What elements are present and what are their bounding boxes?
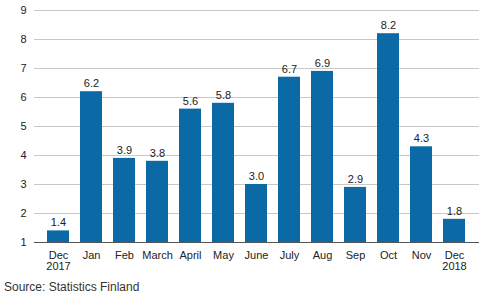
svg-text:4.3: 4.3 [414,132,429,144]
svg-text:3.0: 3.0 [249,170,264,182]
svg-text:2: 2 [20,207,26,219]
svg-text:7: 7 [20,62,26,74]
svg-text:2.9: 2.9 [348,173,363,185]
svg-text:5.6: 5.6 [183,95,198,107]
svg-text:March: March [142,249,173,261]
svg-text:1.4: 1.4 [51,216,66,228]
svg-text:9: 9 [20,4,26,16]
svg-text:Dec2017: Dec2017 [46,249,70,272]
svg-text:5.8: 5.8 [216,89,231,101]
svg-text:June: June [245,249,269,261]
svg-text:5: 5 [20,120,26,132]
svg-text:8: 8 [20,33,26,45]
svg-text:6.2: 6.2 [84,77,99,89]
svg-text:6.9: 6.9 [315,57,330,69]
svg-text:6: 6 [20,91,26,103]
svg-text:4: 4 [20,149,26,161]
svg-text:Sep: Sep [346,249,366,261]
svg-text:1: 1 [20,236,26,248]
svg-text:1.8: 1.8 [447,205,462,217]
svg-text:Nov: Nov [412,249,432,261]
svg-text:3.8: 3.8 [150,147,165,159]
svg-text:3: 3 [20,178,26,190]
svg-text:Feb: Feb [115,249,134,261]
svg-text:Jan: Jan [83,249,101,261]
svg-text:3.9: 3.9 [117,144,132,156]
svg-text:Oct: Oct [380,249,397,261]
svg-text:8.2: 8.2 [381,19,396,31]
svg-text:6.7: 6.7 [282,63,297,75]
svg-text:April: April [179,249,201,261]
svg-text:Dec2018: Dec2018 [442,249,466,272]
svg-text:July: July [280,249,300,261]
svg-text:Aug: Aug [313,249,333,261]
svg-text:May: May [213,249,234,261]
html-text:Source: Statistics Finland: Source: Statistics Finland [4,280,140,294]
